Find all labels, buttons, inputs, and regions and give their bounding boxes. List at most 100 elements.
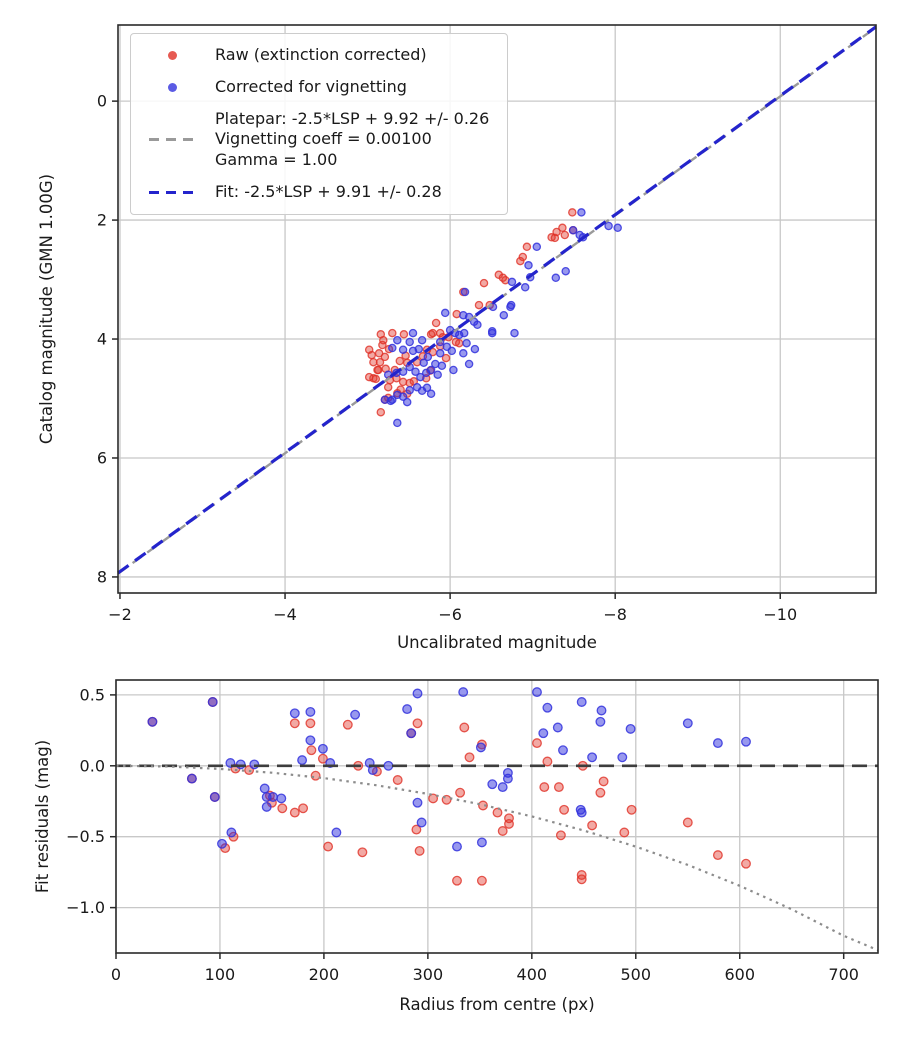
- data-point: [459, 328, 469, 338]
- data-point: [422, 383, 432, 393]
- y-tick-label: 6: [97, 448, 107, 467]
- x-tick-label: −4: [273, 605, 297, 624]
- data-point: [411, 367, 420, 376]
- y-axis-label: Fit residuals (mag): [33, 740, 52, 893]
- data-point: [474, 300, 484, 310]
- legend-marker: [143, 50, 201, 60]
- data-point: [209, 792, 220, 802]
- data-point: [470, 344, 480, 354]
- data-point: [522, 242, 532, 252]
- data-point: [331, 827, 342, 838]
- red-dot-marker: [167, 50, 177, 60]
- legend-label-platepar: Platepar: -2.5*LSP + 9.92 +/- 0.26 Vigne…: [215, 109, 489, 171]
- data-point: [510, 328, 519, 338]
- data-point: [412, 718, 423, 729]
- data-point: [561, 266, 570, 276]
- data-point: [217, 838, 227, 849]
- data-point: [539, 782, 550, 793]
- y-tick-label: 4: [97, 330, 107, 349]
- data-point: [342, 719, 353, 730]
- data-point: [499, 310, 509, 320]
- data-point: [207, 697, 218, 707]
- fit-line: [117, 25, 877, 575]
- data-point: [576, 697, 587, 707]
- y-tick-label: 2: [97, 211, 107, 230]
- data-point: [712, 850, 723, 861]
- data-point: [595, 716, 606, 727]
- data-point: [412, 688, 423, 699]
- data-point: [402, 704, 413, 715]
- x-tick-label: 700: [828, 965, 859, 984]
- data-point: [249, 759, 260, 770]
- data-point: [455, 787, 466, 798]
- data-point: [323, 841, 334, 852]
- vignetting-residuals-scatter: [147, 687, 751, 852]
- data-point: [437, 361, 447, 371]
- data-point: [550, 233, 560, 243]
- data-point: [459, 722, 470, 733]
- data-point: [380, 352, 390, 362]
- data-point: [357, 847, 368, 858]
- legend-entry-vignetting: Corrected for vignetting: [143, 77, 489, 98]
- x-tick-label: −8: [603, 605, 627, 624]
- x-tick-label: −2: [108, 605, 132, 624]
- data-point: [367, 350, 376, 360]
- data-point: [398, 392, 408, 401]
- blue-dashed-line-marker: [149, 190, 195, 195]
- x-axis-label: Radius from centre (px): [399, 995, 594, 1014]
- data-point: [447, 346, 457, 356]
- legend-marker: [143, 190, 201, 195]
- data-point: [619, 827, 630, 838]
- data-point: [741, 736, 751, 747]
- x-tick-label: 600: [724, 965, 755, 984]
- data-point: [378, 340, 387, 350]
- data-point: [596, 705, 607, 716]
- legend-label-fit: Fit: -2.5*LSP + 9.91 +/- 0.28: [215, 181, 442, 201]
- data-point: [555, 830, 566, 841]
- data-point: [502, 773, 513, 784]
- data-point: [392, 775, 403, 785]
- gamma-value: Gamma = 1.00: [215, 150, 338, 170]
- data-point: [297, 755, 308, 766]
- data-point: [423, 352, 433, 362]
- x-tick-label: 0: [111, 965, 121, 984]
- data-point: [305, 735, 316, 746]
- data-point: [587, 820, 598, 831]
- x-tick-label: 200: [309, 965, 340, 984]
- data-point: [277, 803, 288, 814]
- data-point: [532, 687, 542, 698]
- legend-marker: [143, 138, 201, 142]
- data-point: [454, 338, 464, 348]
- data-point: [538, 728, 549, 739]
- data-point: [399, 330, 409, 339]
- vignetting-scatter: [380, 208, 622, 428]
- data-point: [298, 803, 309, 814]
- data-point: [405, 337, 414, 347]
- data-point: [276, 793, 287, 804]
- data-point: [371, 374, 381, 384]
- data-point: [426, 365, 436, 375]
- data-point: [459, 349, 468, 358]
- data-point: [226, 827, 237, 838]
- data-point: [431, 318, 441, 328]
- data-point: [417, 335, 427, 345]
- data-point: [558, 223, 567, 233]
- x-tick-label: −10: [763, 605, 797, 624]
- data-point: [268, 792, 278, 802]
- data-point: [460, 287, 470, 297]
- data-point: [464, 752, 475, 763]
- y-axis-label: Catalog magnitude (GMN 1.00G): [37, 174, 56, 444]
- blue-dot-marker: [167, 82, 177, 92]
- legend: Raw (extinction corrected) Corrected for…: [130, 33, 509, 215]
- data-point: [310, 770, 321, 781]
- data-point: [393, 418, 402, 428]
- data-point: [408, 328, 418, 338]
- data-point: [398, 345, 408, 354]
- y-tick-label: 0.0: [80, 756, 105, 775]
- data-point: [261, 801, 272, 812]
- data-point: [416, 817, 427, 828]
- data-point: [560, 230, 570, 240]
- plot-frame: [117, 24, 877, 594]
- data-point: [626, 804, 637, 815]
- data-point: [476, 837, 487, 848]
